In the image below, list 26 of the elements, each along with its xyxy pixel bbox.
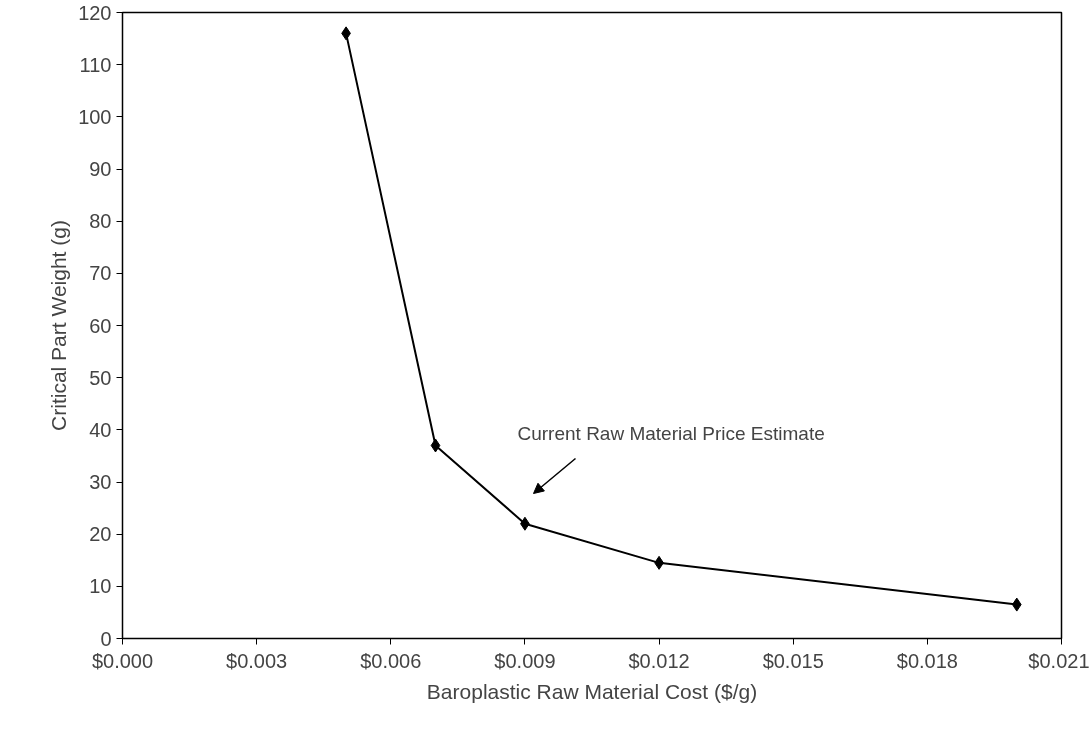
y-tick-label: 0 [100, 627, 112, 650]
x-tick-label: $0.012 [628, 649, 690, 672]
y-tick-label: 110 [79, 53, 112, 76]
point [1011, 597, 1022, 612]
x-tick-label: $0.009 [494, 649, 556, 672]
y-tick-label: 60 [89, 314, 112, 337]
y-tick-label: 90 [89, 158, 112, 180]
x-tick-label: $0.021 [1028, 649, 1089, 672]
y-tick-label: 10 [89, 575, 112, 598]
x-tick-label: $0.018 [896, 649, 958, 672]
x-tick-label: $0.015 [762, 649, 824, 672]
x-axis-title: Baroplastic Raw Material Cost ($/g) [426, 679, 758, 703]
x-tick-label: $0.003 [226, 649, 288, 672]
y-tick-label: 30 [89, 471, 112, 493]
y-tick-label: 20 [89, 523, 112, 546]
y-tick-label: 70 [89, 262, 112, 285]
x-tick-label: $0.000 [91, 649, 154, 672]
point [430, 438, 441, 453]
y-tick-label: 80 [89, 210, 112, 233]
y-tick-label: 50 [89, 366, 112, 389]
x-tick-label: $0.006 [360, 649, 422, 672]
y-axis-title: Critical Part Weight (g) [47, 220, 71, 431]
y-tick-label: 120 [78, 1, 112, 24]
y-tick-label: 100 [78, 105, 112, 128]
y-tick-label: 40 [89, 418, 112, 441]
annotation: Current Raw Material Price Estimate [517, 423, 825, 444]
